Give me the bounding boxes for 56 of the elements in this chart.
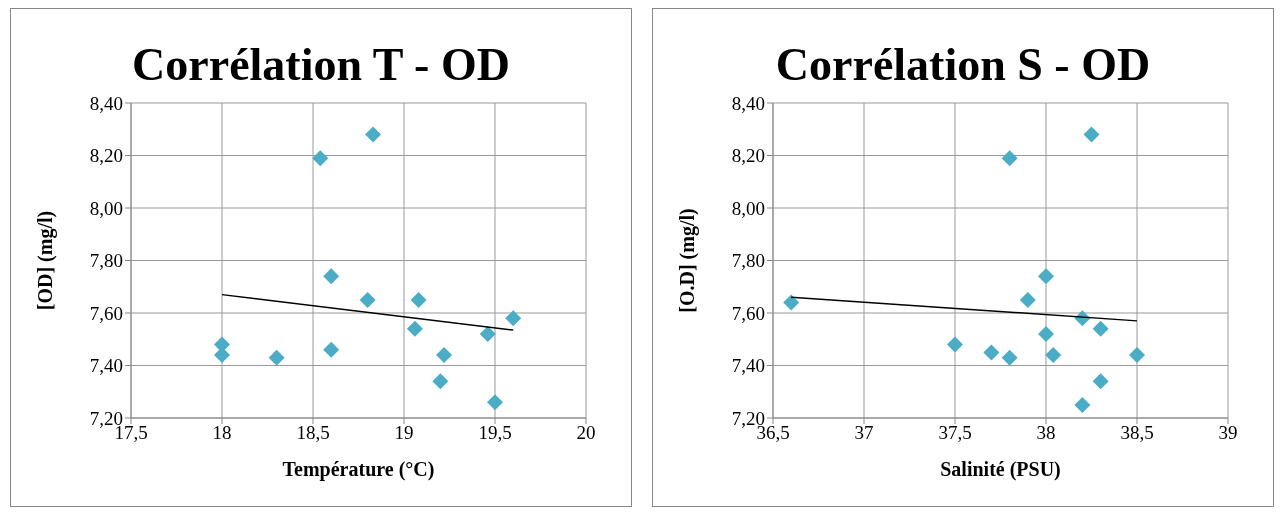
x-tick-label: 38,5 [1120,422,1154,444]
point [505,310,522,327]
y-tick-label: 7,60 [731,302,765,324]
chart-title: Corrélation S - OD [774,38,1152,92]
y-tick-label: 8,40 [89,92,123,114]
y-tick-label: 7,40 [89,355,123,377]
point [436,347,453,363]
x-tick-label: 18,5 [296,422,330,444]
point [1001,150,1018,167]
point [1074,396,1091,413]
point [983,344,1000,361]
point [1019,291,1036,308]
point [479,326,496,342]
y-tick-label: 7,80 [89,250,123,272]
point [365,126,382,143]
x-tick-label: 37 [854,422,874,444]
y-axis-title: [O.D] (mg/l) [676,208,700,313]
point [268,349,285,366]
y-tick-label: 7,40 [731,355,765,377]
y-axis-title: [OD] (mg/l) [34,210,58,311]
point [1092,320,1109,337]
chart-title: Corrélation T - OD [131,38,511,92]
point [312,150,329,167]
point [1045,347,1062,363]
x-tick-label: 39 [1218,422,1238,444]
point [410,291,427,308]
point [1038,326,1054,342]
x-tick-label: 38 [1036,422,1056,444]
point [359,291,376,308]
point [1001,349,1018,366]
x-tick-label: 19 [394,422,414,444]
x-tick-label: 18 [212,422,232,444]
y-tick-label: 8,40 [731,92,765,114]
point [1092,373,1109,390]
point [487,394,503,411]
point [1129,347,1145,363]
point [783,294,800,311]
y-tick-label: 8,00 [89,197,123,219]
x-axis-title: Température (°C) [282,458,435,481]
point [406,320,423,337]
x-tick-label: 19,5 [478,422,512,444]
point [947,336,963,353]
point [214,347,230,363]
y-tick-label: 8,00 [731,197,765,219]
point [323,268,340,285]
y-tick-label: 7,80 [731,250,765,272]
point [1083,126,1100,143]
point [323,341,340,358]
point [432,373,449,390]
x-tick-label: 37,5 [938,422,972,444]
x-tick-label: 20 [576,422,596,444]
x-axis-title: Salinité (PSU) [940,458,1061,481]
y-tick-label: 8,20 [89,145,123,167]
y-tick-label: 7,60 [89,302,123,324]
point [1038,268,1054,285]
y-tick-label: 8,20 [731,145,765,167]
